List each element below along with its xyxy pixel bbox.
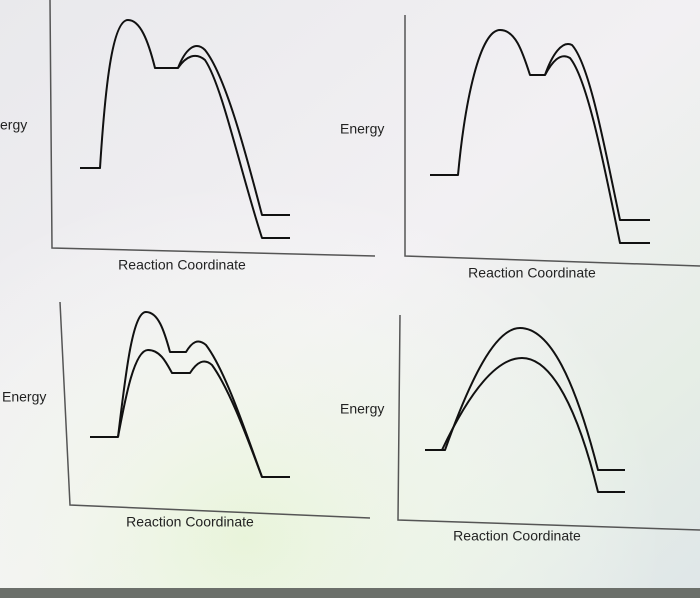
edge bbox=[0, 588, 700, 598]
panel: Energy Reaction Coordinate bbox=[340, 314, 700, 544]
x-label: Reaction Coordinate bbox=[118, 257, 246, 273]
curve bbox=[544, 55, 650, 244]
axes bbox=[404, 15, 700, 267]
x-label: Reaction Coordinate bbox=[126, 514, 254, 530]
y-label: Energy bbox=[340, 401, 384, 417]
panel: Energy Reaction Coordinate bbox=[2, 301, 371, 530]
x-label: Reaction Coordinate bbox=[453, 528, 581, 544]
curve bbox=[117, 349, 263, 478]
curve bbox=[441, 357, 625, 493]
curve bbox=[90, 311, 290, 478]
curve bbox=[425, 327, 625, 471]
axes bbox=[59, 301, 371, 519]
curve bbox=[177, 54, 290, 239]
axes bbox=[397, 314, 700, 531]
panel: ergy Reaction Coordinate bbox=[0, 0, 376, 273]
axes bbox=[49, 0, 376, 257]
x-label: Reaction Coordinate bbox=[468, 265, 596, 281]
panel: Energy Reaction Coordinate bbox=[340, 15, 700, 281]
y-label: Energy bbox=[340, 121, 384, 137]
y-label: Energy bbox=[2, 389, 46, 405]
y-label: ergy bbox=[0, 117, 27, 133]
